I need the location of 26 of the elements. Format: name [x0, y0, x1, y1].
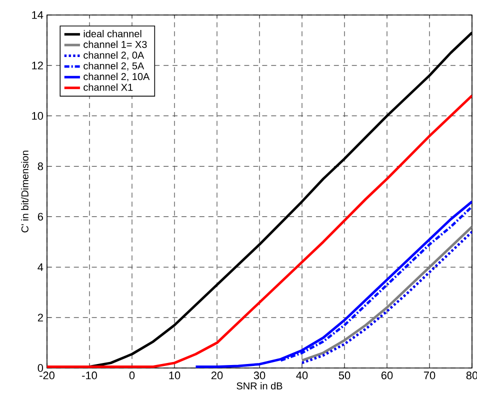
y-tick-label: 4 [38, 263, 44, 271]
x-tick-label: -20 [40, 372, 54, 380]
legend-label: channel 1= X3 [84, 40, 147, 48]
legend-label: channel 2, 5A [84, 62, 144, 71]
y-axis-title: C' in bit/Dimension [21, 150, 28, 232]
legend-label: channel X1 [84, 84, 133, 91]
y-tick-label: 14 [32, 11, 44, 19]
y-tick-label: 10 [32, 112, 44, 120]
y-tick-label: 12 [32, 62, 43, 70]
y-tick-label: 8 [38, 162, 43, 170]
x-tick-label: -10 [82, 372, 97, 380]
y-tick-label: 0 [38, 364, 44, 372]
x-tick-label: 30 [254, 372, 266, 380]
legend-label: channel 2, 10A [84, 72, 150, 82]
x-tick-label: 10 [169, 372, 180, 380]
x-tick-label: 40 [296, 372, 308, 380]
x-axis-title: SNR in dB [236, 382, 282, 390]
x-tick-label: 20 [211, 372, 223, 380]
x-tick-label: 70 [424, 372, 436, 380]
legend-label: channel 2, 0A [84, 51, 144, 60]
y-tick-label: 6 [38, 212, 43, 221]
y-tick-label: 2 [38, 314, 43, 322]
x-tick-label: 60 [381, 372, 393, 380]
x-tick-label: 0 [129, 372, 135, 380]
legend-label: ideal channel [84, 30, 142, 38]
x-tick-label: 50 [338, 372, 350, 380]
